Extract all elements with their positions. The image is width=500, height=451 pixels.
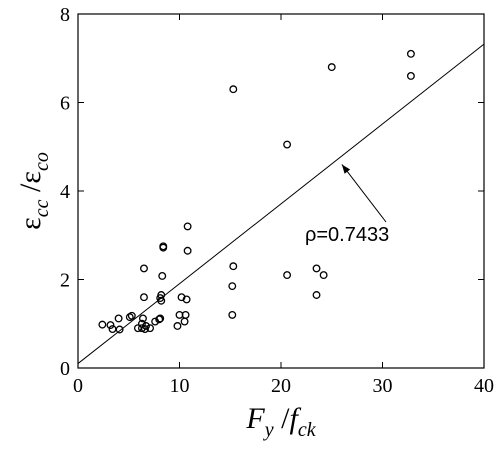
data-point — [146, 324, 155, 333]
x-axis-label: Fy /fck — [245, 402, 316, 441]
data-point — [181, 310, 190, 319]
data-point — [98, 320, 107, 329]
x-tick-label: 40 — [474, 375, 494, 397]
data-point — [229, 85, 238, 94]
data-point — [228, 282, 237, 291]
data-point — [157, 291, 166, 299]
annotation-arrow — [341, 164, 387, 223]
plot-frame — [77, 13, 485, 369]
data-point — [183, 246, 192, 255]
annotation: ρ=0.7433 — [305, 164, 389, 246]
data-point — [182, 295, 191, 304]
y-axis-label: εcc /εco — [14, 152, 53, 230]
x-tick-label: 10 — [170, 375, 190, 397]
y-tick-label: 4 — [60, 181, 70, 203]
data-point — [142, 322, 150, 330]
y-tick-label: 6 — [60, 93, 70, 115]
x-tick-label: 0 — [73, 375, 83, 397]
annotation-arrowhead — [341, 164, 351, 174]
data-point — [229, 262, 238, 271]
data-point — [159, 242, 168, 251]
y-label-sep: / — [14, 183, 47, 200]
data-point — [228, 310, 237, 319]
fit-line — [77, 43, 485, 364]
x-tick-label: 30 — [373, 375, 393, 397]
data-point — [106, 321, 115, 330]
y-label-sub2: co — [31, 152, 53, 171]
y-tick-label: 8 — [60, 4, 70, 26]
plot-area — [77, 13, 485, 369]
data-point — [140, 293, 148, 302]
data-point — [115, 325, 124, 334]
correlation-label: ρ=0.7433 — [305, 224, 389, 246]
x-tick-label: 20 — [271, 375, 291, 397]
data-point — [319, 271, 328, 280]
data-point — [312, 291, 321, 299]
data-point — [158, 272, 167, 280]
x-label-main: F — [245, 402, 265, 435]
data-point — [406, 71, 415, 80]
data-point — [155, 315, 164, 324]
data-point — [183, 222, 192, 231]
data-points — [98, 49, 415, 334]
data-point — [283, 140, 292, 149]
data-point — [139, 314, 147, 323]
data-point — [173, 322, 182, 330]
y-label-main: ε — [14, 217, 47, 230]
data-point — [406, 49, 415, 58]
data-point — [156, 314, 165, 323]
data-point — [157, 296, 166, 305]
data-point — [180, 317, 189, 326]
y-tick-label: 2 — [60, 270, 70, 292]
x-label-sub: y — [263, 419, 274, 441]
axis-ticks: 0 10 20 30 40 0 2 4 6 8 — [60, 4, 494, 397]
data-point — [283, 271, 292, 280]
x-label-sub2: ck — [298, 419, 317, 441]
data-point — [108, 325, 117, 334]
data-point — [127, 311, 136, 320]
y-label-main2: ε — [14, 171, 47, 184]
x-label-sep: / — [274, 402, 291, 435]
data-point — [114, 314, 123, 323]
data-point — [327, 63, 336, 72]
y-label-sub: cc — [31, 199, 53, 217]
y-tick-label: 0 — [60, 358, 70, 380]
data-point — [140, 264, 148, 273]
fit-line-layer — [77, 43, 485, 364]
data-point — [312, 264, 321, 273]
